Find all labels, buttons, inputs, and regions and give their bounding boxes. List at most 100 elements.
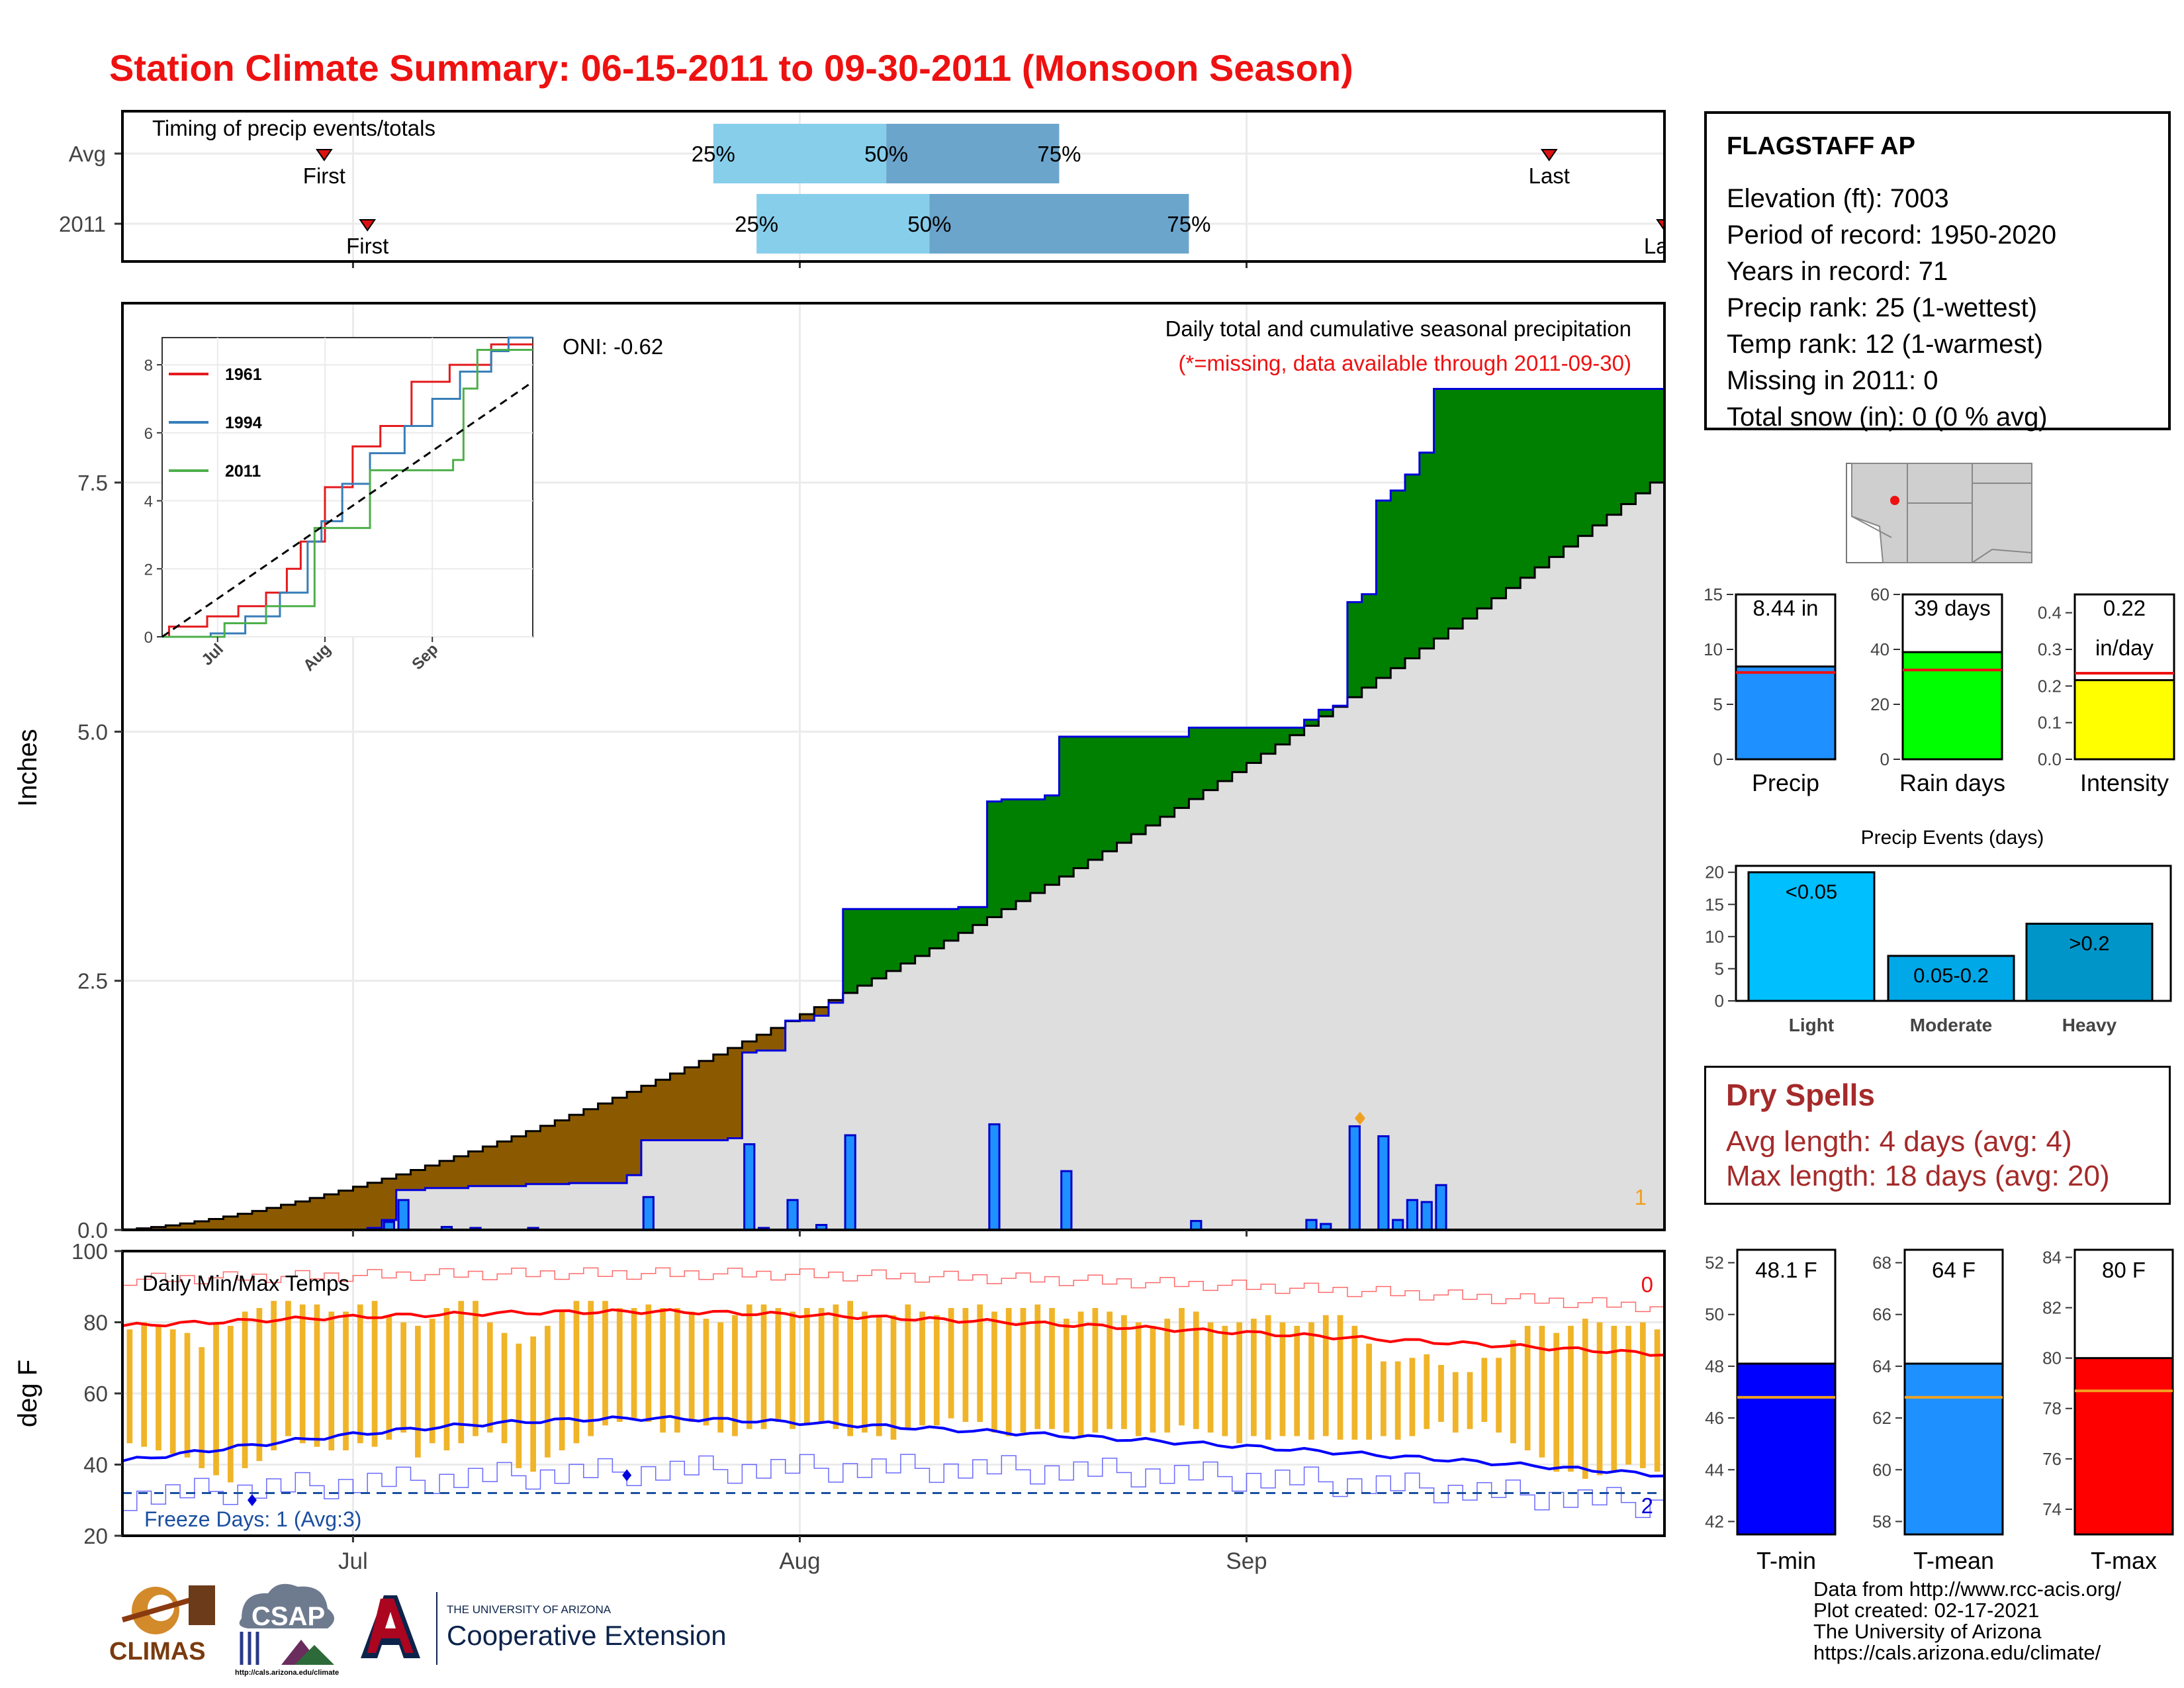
temp-summary-value: 80 F	[2102, 1258, 2146, 1282]
cumulative-area	[1606, 514, 1622, 1230]
above-average-area	[1304, 720, 1319, 726]
temp-x-tick-label: Jul	[338, 1548, 368, 1574]
above-average-area	[1030, 799, 1046, 893]
credit-line: Data from http://www.rcc-acis.org/	[1813, 1577, 2122, 1601]
events-tick-label: 20	[1705, 863, 1724, 882]
daily-temp-bar	[371, 1301, 378, 1447]
daily-temp-bar	[732, 1315, 738, 1436]
cumulative-area	[770, 1051, 786, 1230]
below-average-area	[482, 1147, 498, 1186]
above-average-area	[1433, 389, 1449, 639]
cumulative-area	[886, 970, 901, 1230]
below-average-area	[266, 1207, 282, 1230]
daily-temp-bar	[271, 1301, 277, 1450]
temp-x-tick-label: Sep	[1226, 1548, 1267, 1574]
temp-summary-bar	[2073, 1357, 2174, 1536]
daily-temp-bar	[818, 1308, 825, 1422]
daily-temp-bar	[1107, 1311, 1113, 1429]
dry-spell-avg: Avg length: 4 days (avg: 4)	[1726, 1125, 2072, 1158]
below-average-area	[353, 1186, 368, 1230]
credit-line: https://cals.arizona.edu/climate/	[1813, 1641, 2101, 1664]
record-low-count: 2	[1641, 1493, 1653, 1518]
above-average-area	[1491, 389, 1506, 598]
cumulative-area	[799, 1020, 815, 1230]
station-temp-rank: Temp rank: 12 (1-warmest)	[1727, 330, 2043, 359]
average-cumulative-line	[121, 481, 1664, 1231]
below-average-area	[165, 1225, 181, 1230]
daily-temp-bar	[156, 1325, 161, 1450]
record-max-line	[122, 1267, 1664, 1313]
temp-summary-tick-label: 74	[2042, 1499, 2062, 1519]
below-average-area	[829, 1000, 844, 1003]
daily-temp-bar	[473, 1301, 478, 1436]
cumulative-area	[511, 1186, 527, 1230]
inset-y-tick-label: 6	[144, 425, 153, 443]
daily-temp-bar	[616, 1308, 623, 1422]
mini-bar-tick-label: 0.2	[2038, 676, 2062, 696]
cumulative-area	[1506, 588, 1521, 1230]
daily-temp-bar	[126, 1329, 133, 1444]
daily-temp-bar	[285, 1301, 291, 1436]
daily-temp-bar	[977, 1304, 983, 1422]
temp-summary-value: 48.1 F	[1755, 1258, 1817, 1282]
cumulative-area	[1491, 598, 1506, 1230]
daily-temp-bar	[746, 1304, 752, 1429]
credit-line: The University of Arizona	[1813, 1620, 2042, 1643]
above-average-area	[1261, 727, 1276, 754]
mini-bar-tick-label: 15	[1704, 585, 1723, 604]
cumulative-area	[1535, 567, 1550, 1230]
below-average-area	[180, 1223, 195, 1230]
daily-temp-bar	[991, 1311, 997, 1433]
daily-temp-bar	[862, 1311, 868, 1433]
cumulative-area	[425, 1188, 440, 1230]
event-bar	[1887, 955, 2015, 1002]
cumulative-area	[670, 1140, 685, 1230]
daily-temp-bar	[141, 1322, 148, 1447]
daily-temp-bar	[645, 1304, 652, 1422]
daily-temp-bar	[1481, 1358, 1488, 1422]
below-average-area	[453, 1156, 469, 1188]
ua-logo: THE UNIVERSITY OF ARIZONA Cooperative Ex…	[361, 1592, 727, 1665]
event-category-label: Light	[1789, 1015, 1834, 1035]
main-y-tick-label: 7.5	[77, 471, 108, 495]
above-average-area	[857, 909, 872, 986]
below-average-area	[367, 1182, 383, 1228]
daily-temp-bar	[242, 1311, 248, 1468]
cumulative-area	[1361, 687, 1377, 1230]
below-average-area	[381, 1178, 397, 1220]
logos: CLIMAS CSAP http://cals.arizona.edu/clim…	[109, 1583, 727, 1677]
cumulative-area	[655, 1140, 670, 1230]
right-column: 8.44 in Precip 0 5 10 15 39 days Rain days 0 20 40…	[1704, 463, 2175, 1574]
daily-temp-bar	[717, 1322, 724, 1433]
below-average-area	[583, 1109, 599, 1184]
daily-temp-bar	[1351, 1325, 1358, 1440]
mini-bar-label: Rain days	[1899, 769, 2005, 796]
inset-legend-label: 1994	[225, 414, 262, 432]
timing-frame	[121, 110, 1666, 263]
cumulative-area	[1146, 825, 1161, 1230]
below-average-area	[151, 1227, 166, 1230]
above-average-area	[1650, 389, 1665, 483]
daily-temp-bar	[516, 1343, 522, 1468]
above-average-area	[1275, 727, 1291, 745]
dry-spells-panel: Dry Spells Avg length: 4 days (avg: 4) M…	[1704, 1066, 2171, 1205]
daily-temp-bar	[1524, 1325, 1531, 1450]
mini-bar-tick-label: 40	[1870, 639, 1889, 659]
cumulative-area	[569, 1183, 584, 1230]
mini-bar-tick-label: 60	[1870, 585, 1889, 604]
ua-logo-line1: THE UNIVERSITY OF ARIZONA	[447, 1603, 612, 1616]
daily-temp-bar	[1452, 1372, 1459, 1433]
temp-summary-tick-label: 48	[1705, 1356, 1724, 1376]
events-tick-label: 10	[1705, 927, 1724, 947]
daily-temp-bar	[486, 1322, 493, 1433]
cumulative-area	[915, 956, 930, 1230]
first-event-label: First	[346, 234, 388, 258]
station-elevation: Elevation (ft): 7003	[1727, 184, 1949, 213]
above-average-area	[1376, 500, 1391, 679]
above-average-area	[1116, 736, 1132, 843]
cumulative-area	[713, 1140, 729, 1230]
below-average-area	[324, 1194, 340, 1230]
daily-temp-bar	[1150, 1325, 1156, 1433]
cumulative-area	[1261, 753, 1276, 1230]
quartile-25-label: 25%	[692, 142, 735, 166]
